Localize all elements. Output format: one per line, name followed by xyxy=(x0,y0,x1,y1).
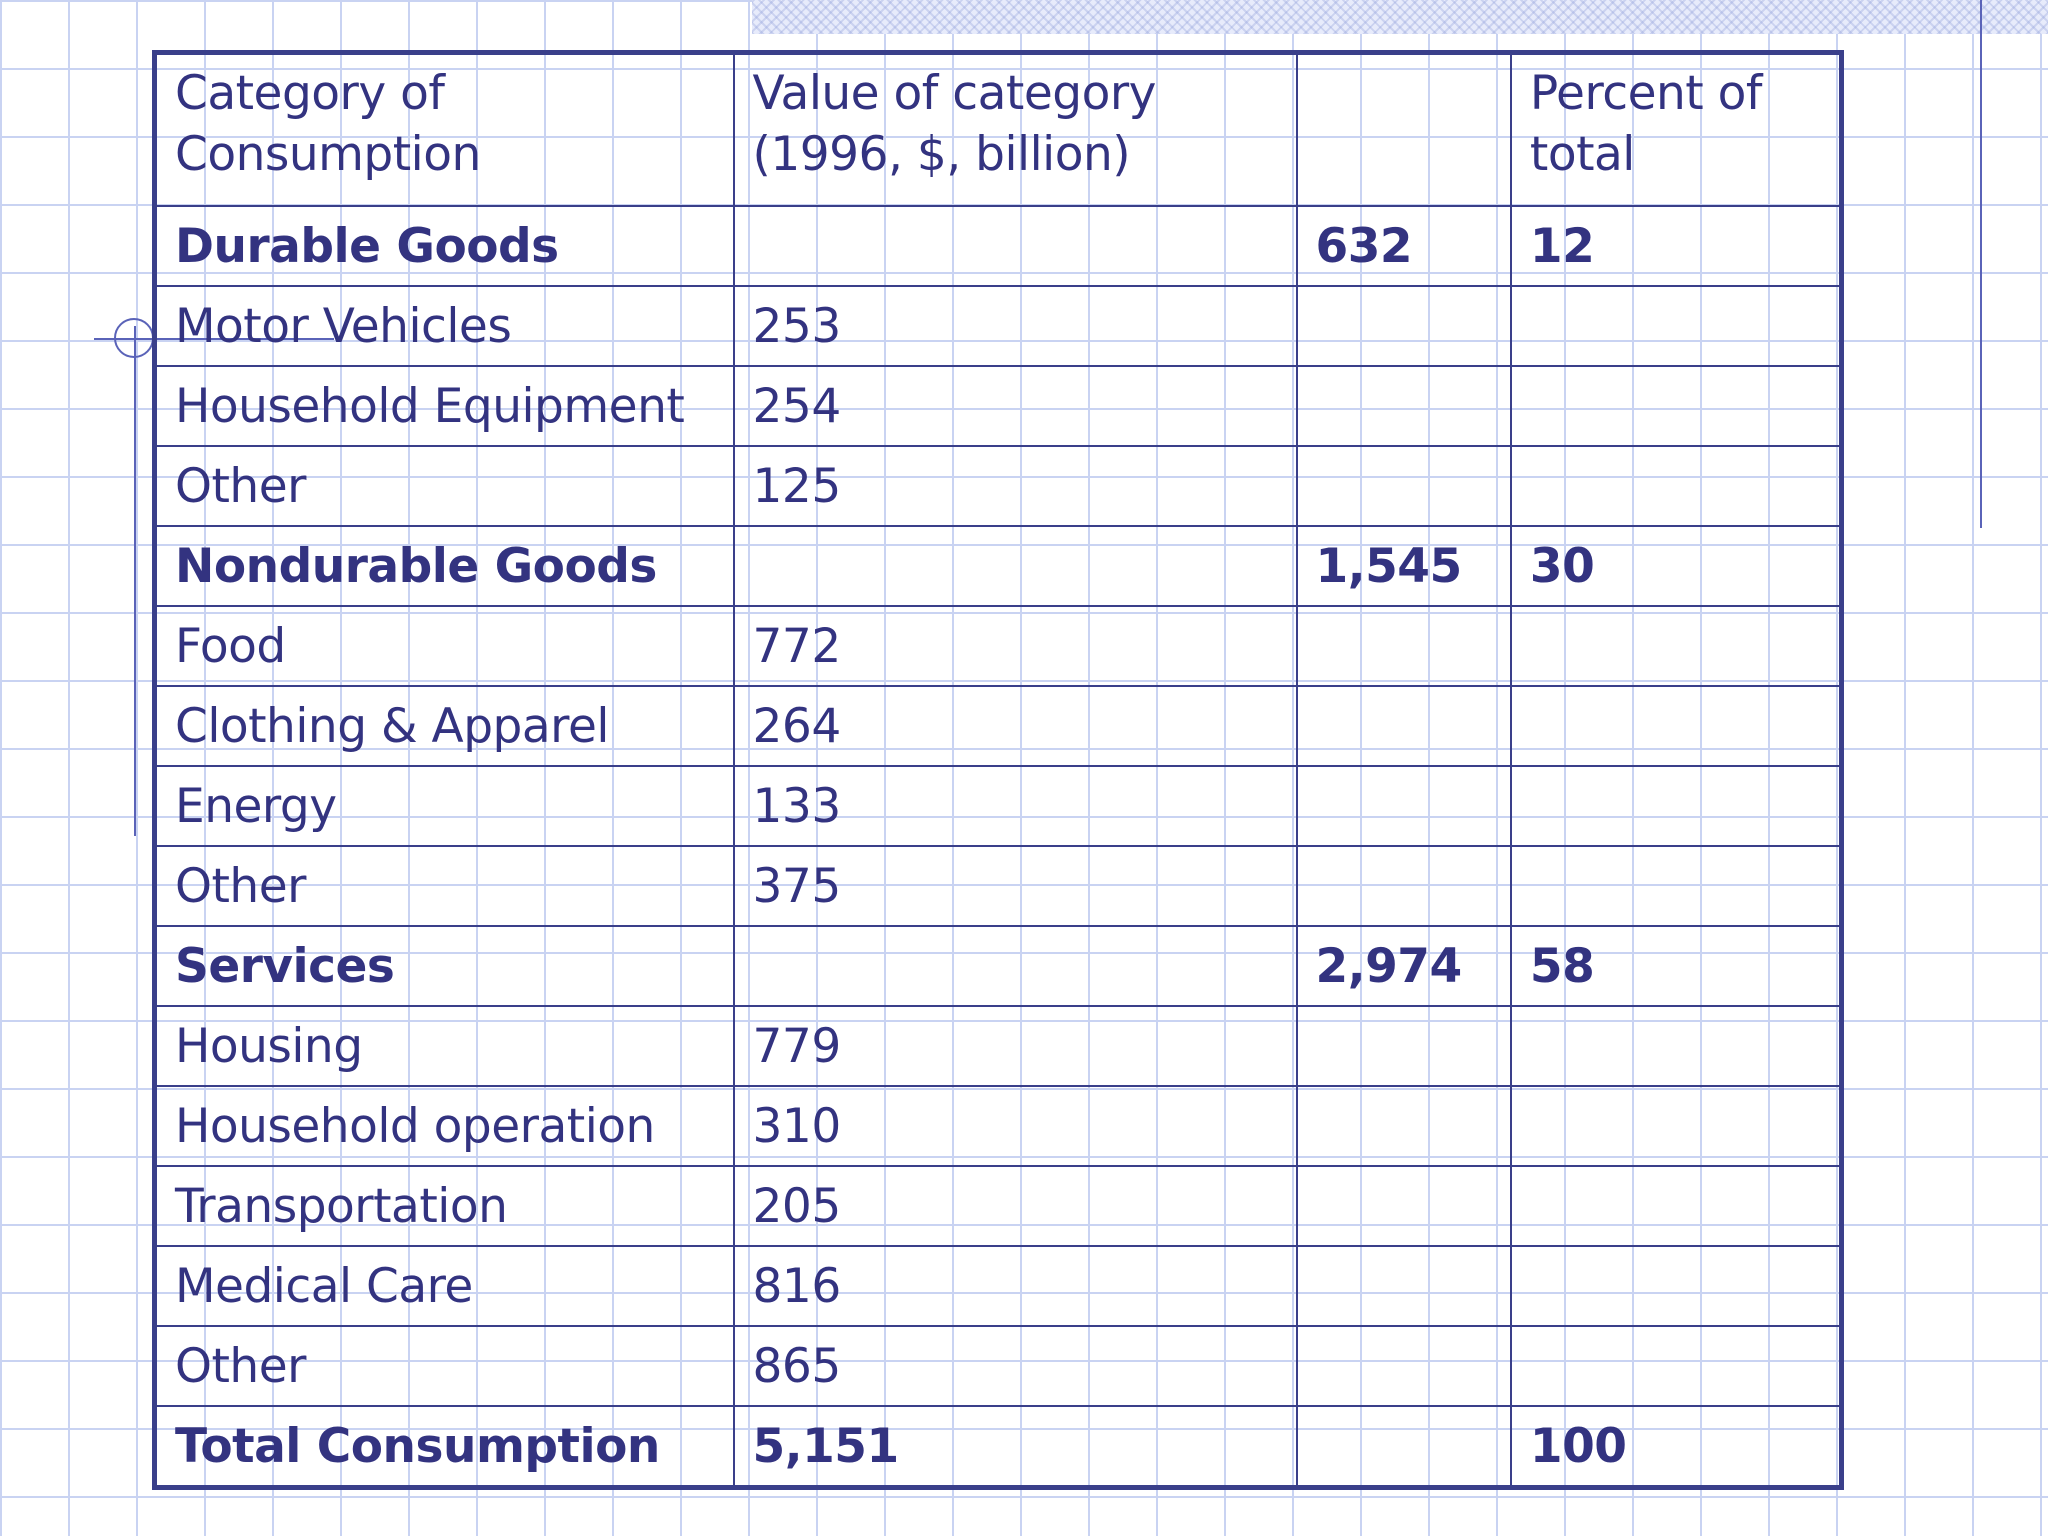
value-cell: 5,151 xyxy=(732,1405,1298,1489)
percent-cell xyxy=(1509,1325,1843,1407)
category-cell: Other xyxy=(153,1325,735,1407)
subtotal-cell: 632 xyxy=(1295,205,1512,287)
percent-cell: 100 xyxy=(1509,1405,1843,1489)
value-cell: 375 xyxy=(732,845,1298,927)
category-cell: Nondurable Goods xyxy=(153,525,735,607)
subtotal-cell: 2,974 xyxy=(1295,925,1512,1007)
percent-cell xyxy=(1509,1245,1843,1327)
category-cell: Food xyxy=(153,605,735,687)
category-cell: Durable Goods xyxy=(153,205,735,287)
value-cell: 125 xyxy=(732,445,1298,527)
value-cell: 264 xyxy=(732,685,1298,767)
subtotal-cell xyxy=(1295,1085,1512,1167)
percent-cell xyxy=(1509,685,1843,767)
header-percent: Percent of total xyxy=(1509,51,1843,207)
subtotal-cell xyxy=(1295,605,1512,687)
table-header: Category of Consumption Value of categor… xyxy=(153,51,1843,207)
percent-cell xyxy=(1509,1165,1843,1247)
category-cell: Services xyxy=(153,925,735,1007)
value-cell: 772 xyxy=(732,605,1298,687)
header-category: Category of Consumption xyxy=(153,51,735,207)
category-cell: Other xyxy=(153,845,735,927)
decorative-top-band xyxy=(752,0,2048,34)
value-cell: 865 xyxy=(732,1325,1298,1407)
percent-cell xyxy=(1509,445,1843,527)
percent-cell xyxy=(1509,845,1843,927)
category-cell: Medical Care xyxy=(153,1245,735,1327)
percent-cell: 12 xyxy=(1509,205,1843,287)
table-row: Other 125 xyxy=(153,445,1843,527)
table-row: Housing 779 xyxy=(153,1005,1843,1087)
category-cell: Total Consumption xyxy=(153,1405,735,1489)
value-cell: 310 xyxy=(732,1085,1298,1167)
subtotal-cell xyxy=(1295,285,1512,367)
subtotal-cell xyxy=(1295,365,1512,447)
header-row: Category of Consumption Value of categor… xyxy=(153,51,1843,207)
value-cell: 254 xyxy=(732,365,1298,447)
subtotal-cell xyxy=(1295,1005,1512,1087)
category-cell: Other xyxy=(153,445,735,527)
category-cell: Household Equipment xyxy=(153,365,735,447)
table-row: Medical Care 816 xyxy=(153,1245,1843,1327)
value-cell: 816 xyxy=(732,1245,1298,1327)
value-cell xyxy=(732,205,1298,287)
subtotal-cell: 1,545 xyxy=(1295,525,1512,607)
subtotal-cell xyxy=(1295,445,1512,527)
table-row: Motor Vehicles 253 xyxy=(153,285,1843,367)
category-cell: Household operation xyxy=(153,1085,735,1167)
table-row: Total Consumption 5,151 100 xyxy=(153,1405,1843,1489)
decorative-circle xyxy=(114,318,154,358)
percent-cell: 58 xyxy=(1509,925,1843,1007)
subtotal-cell xyxy=(1295,685,1512,767)
value-cell: 133 xyxy=(732,765,1298,847)
table-row: Durable Goods 632 12 xyxy=(153,205,1843,287)
value-cell: 205 xyxy=(732,1165,1298,1247)
table-row: Nondurable Goods 1,545 30 xyxy=(153,525,1843,607)
table-row: Services 2,974 58 xyxy=(153,925,1843,1007)
table-row: Other 375 xyxy=(153,845,1843,927)
subtotal-cell xyxy=(1295,1405,1512,1489)
table-row: Energy 133 xyxy=(153,765,1843,847)
value-cell: 779 xyxy=(732,1005,1298,1087)
decorative-vertical-line-left xyxy=(134,326,136,836)
category-cell: Housing xyxy=(153,1005,735,1087)
subtotal-cell xyxy=(1295,765,1512,847)
percent-cell xyxy=(1509,365,1843,447)
value-cell: 253 xyxy=(732,285,1298,367)
table-row: Transportation 205 xyxy=(153,1165,1843,1247)
percent-cell: 30 xyxy=(1509,525,1843,607)
subtotal-cell xyxy=(1295,1325,1512,1407)
value-cell xyxy=(732,525,1298,607)
percent-cell xyxy=(1509,1085,1843,1167)
percent-cell xyxy=(1509,765,1843,847)
value-cell xyxy=(732,925,1298,1007)
subtotal-cell xyxy=(1295,845,1512,927)
category-cell: Transportation xyxy=(153,1165,735,1247)
table-row: Clothing & Apparel 264 xyxy=(153,685,1843,767)
consumption-table: Category of Consumption Value of categor… xyxy=(152,50,1844,1490)
table-row: Household operation 310 xyxy=(153,1085,1843,1167)
table-row: Other 865 xyxy=(153,1325,1843,1407)
table-row: Household Equipment 254 xyxy=(153,365,1843,447)
decorative-vertical-line-right xyxy=(1980,0,1982,528)
header-value: Value of category (1996, $, billion) xyxy=(732,51,1298,207)
percent-cell xyxy=(1509,1005,1843,1087)
subtotal-cell xyxy=(1295,1165,1512,1247)
header-subtotal xyxy=(1295,51,1512,207)
table-row: Food 772 xyxy=(153,605,1843,687)
category-cell: Motor Vehicles xyxy=(153,285,735,367)
percent-cell xyxy=(1509,285,1843,367)
table-body: Durable Goods 632 12 Motor Vehicles 253 House… xyxy=(153,205,1843,1489)
category-cell: Clothing & Apparel xyxy=(153,685,735,767)
category-cell: Energy xyxy=(153,765,735,847)
percent-cell xyxy=(1509,605,1843,687)
subtotal-cell xyxy=(1295,1245,1512,1327)
